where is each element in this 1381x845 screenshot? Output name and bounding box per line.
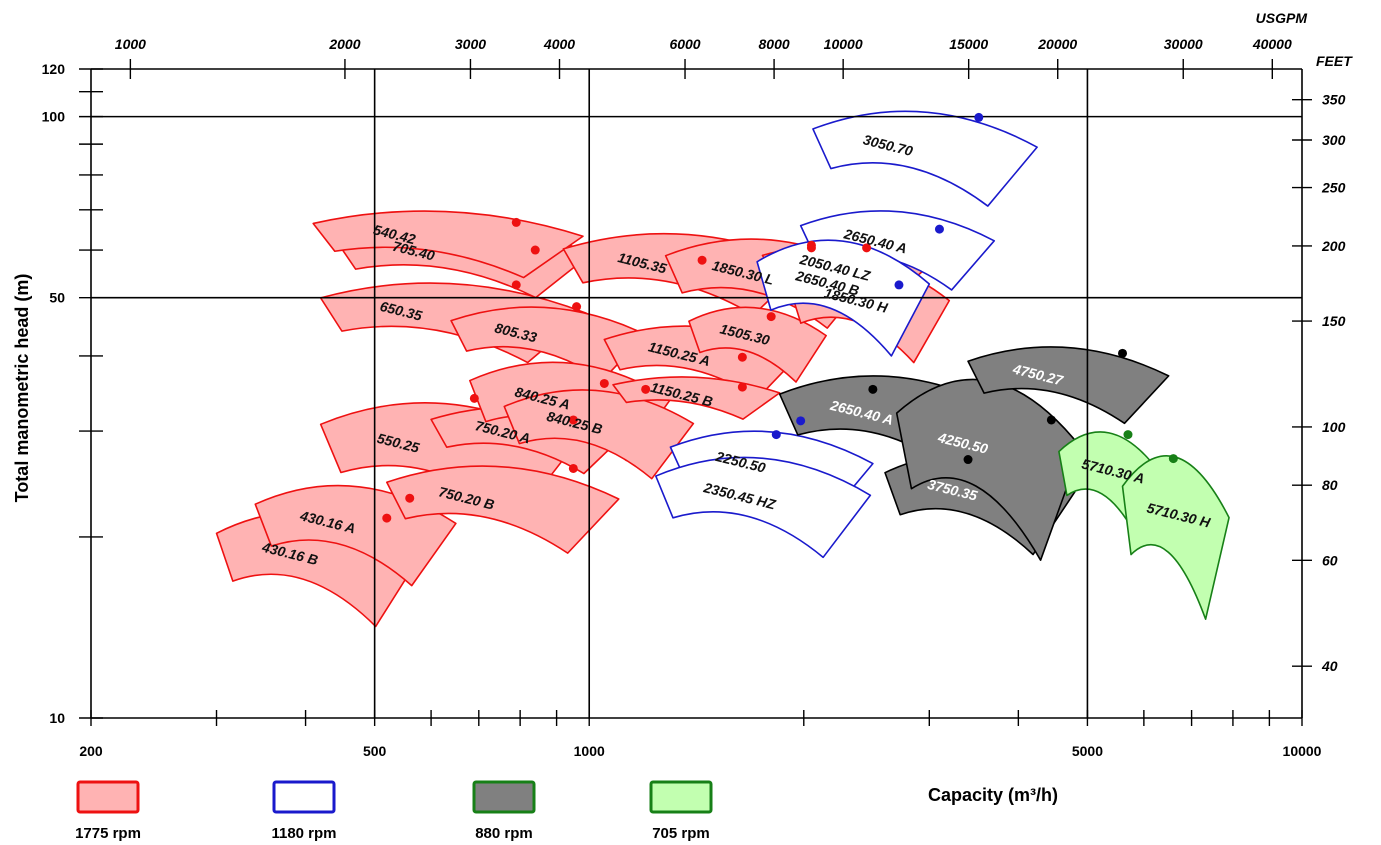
pump-regions	[215, 110, 1230, 628]
bep-point-27	[1123, 430, 1133, 440]
top-tick-label-6: 10000	[824, 36, 863, 52]
bep-point-13	[737, 382, 747, 392]
bep-point-1	[405, 493, 415, 503]
pump-region-4	[385, 465, 620, 554]
right-tick-label-8: 350	[1322, 92, 1346, 108]
bep-point-20	[934, 224, 944, 234]
right-tick-label-5: 200	[1321, 238, 1346, 254]
legend-swatch-3	[649, 780, 713, 814]
legend-swatch-2	[472, 780, 536, 814]
x-tick-label-4: 10000	[1283, 743, 1322, 759]
top-tick-label-1: 2000	[328, 36, 360, 52]
pump-region-7	[312, 210, 584, 279]
top-tick-label-8: 20000	[1037, 36, 1077, 52]
top-tick-label-0: 1000	[115, 36, 146, 52]
grid-lines	[91, 69, 1302, 718]
bep-point-16	[862, 243, 872, 253]
right-tick-label-2: 80	[1322, 477, 1338, 493]
y-tick-label-0: 10	[49, 710, 65, 726]
pump-region-25	[895, 378, 1082, 561]
top-tick-label-2: 3000	[455, 36, 486, 52]
top-tick-label-4: 6000	[669, 36, 700, 52]
x-tick-label-2: 1000	[574, 743, 605, 759]
y-tick-label-1: 50	[49, 290, 65, 306]
top-tick-label-5: 8000	[759, 36, 790, 52]
top-tick-label-9: 30000	[1164, 36, 1203, 52]
x-tick-label-3: 5000	[1072, 743, 1103, 759]
bep-point-9	[599, 378, 609, 388]
pump-region-19	[655, 456, 872, 559]
x-tick-label-0: 200	[79, 743, 103, 759]
bep-point-24	[963, 455, 973, 465]
legend-label-2: 880 rpm	[475, 825, 533, 842]
legend-swatch-0	[76, 780, 140, 814]
axes: 200 500 1000 5000 10000 10 50 100 120 1000 2000 300…	[42, 36, 1346, 759]
pump-region-28	[1121, 455, 1230, 620]
pump-region-14	[688, 306, 827, 383]
top-tick-label-7: 15000	[949, 36, 988, 52]
bep-point-18	[771, 430, 781, 440]
right-tick-label-4: 150	[1322, 313, 1346, 329]
right-tick-label-0: 40	[1321, 658, 1338, 674]
y-tick-label-3: 120	[42, 61, 66, 77]
pump-region-22	[812, 110, 1038, 207]
top-tick-label-10: 40000	[1252, 36, 1292, 52]
bep-point-0	[382, 513, 392, 523]
legend: 1775 rpm 1180 rpm 880 rpm 705 rpm	[75, 780, 713, 842]
top-tick-label-3: 4000	[543, 36, 575, 52]
bep-point-23	[868, 384, 878, 394]
bep-point-11	[697, 255, 707, 265]
right-axis-unit: FEET	[1316, 53, 1353, 69]
legend-swatch-1	[272, 780, 336, 814]
right-tick-label-1: 60	[1322, 552, 1338, 568]
bep-point-22	[974, 112, 984, 122]
bep-point-25	[1046, 415, 1056, 425]
legend-label-3: 705 rpm	[652, 825, 710, 842]
legend-label-0: 1775 rpm	[75, 825, 141, 842]
pump-region-26	[967, 346, 1170, 425]
bep-point-17	[806, 240, 816, 250]
x-tick-label-1: 500	[363, 743, 387, 759]
right-tick-label-7: 300	[1322, 132, 1346, 148]
right-tick-label-3: 100	[1322, 419, 1346, 435]
bep-point-21	[894, 280, 904, 290]
top-axis-unit: USGPM	[1256, 10, 1308, 26]
y-tick-label-2: 100	[42, 109, 66, 125]
bep-point-12	[737, 352, 747, 362]
bep-point-3	[568, 415, 578, 425]
x-axis-title: Capacity (m³/h)	[928, 785, 1058, 805]
right-tick-label-6: 250	[1321, 180, 1346, 196]
bep-point-6	[530, 245, 540, 255]
bep-point-10	[641, 384, 651, 394]
y-axis-title: Total manometric head (m)	[12, 274, 32, 503]
legend-label-1: 1180 rpm	[271, 825, 336, 842]
bep-point-14	[766, 312, 776, 322]
bep-point-26	[1118, 348, 1128, 358]
pump-region-10	[503, 389, 695, 480]
bep-point-5	[511, 280, 521, 290]
bep-point-4	[568, 463, 578, 473]
bep-point-19	[796, 416, 806, 426]
bep-point-28	[1168, 454, 1178, 464]
bep-point-8	[572, 302, 582, 312]
bep-point-7	[511, 217, 521, 227]
bep-point-2	[469, 393, 479, 403]
